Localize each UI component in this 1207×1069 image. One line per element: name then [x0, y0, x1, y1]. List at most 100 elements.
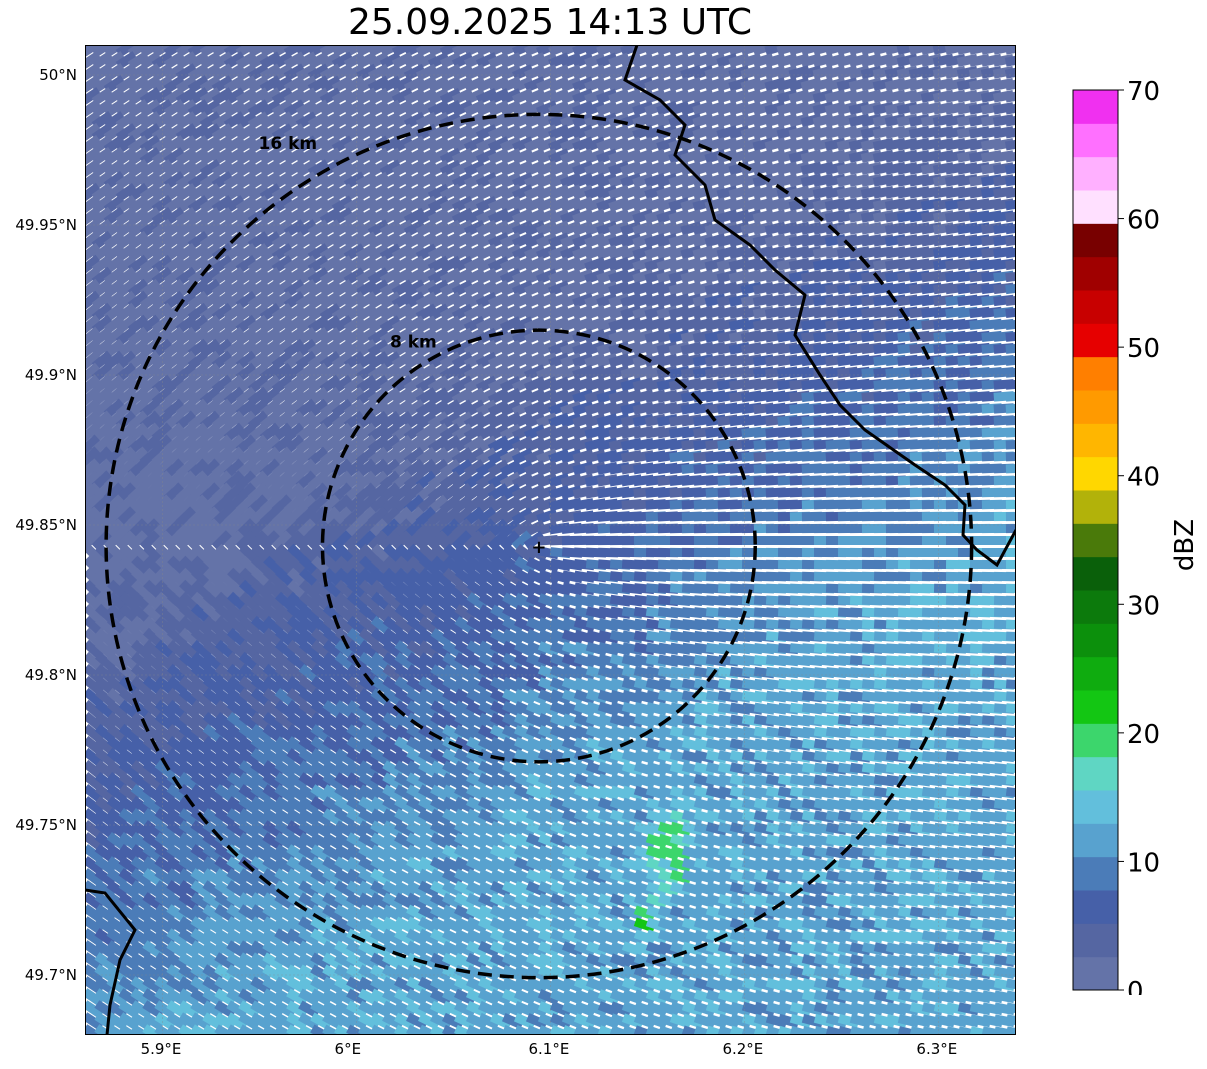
reflectivity-cell [692, 77, 715, 92]
reflectivity-cell [740, 173, 763, 188]
reflectivity-cell [511, 52, 534, 69]
reflectivity-cell [728, 137, 751, 152]
reflectivity-cell [548, 208, 570, 225]
reflectivity-cell [740, 101, 763, 116]
reflectivity-cell [740, 209, 763, 224]
reflectivity-cell [572, 124, 594, 141]
reflectivity-cell [596, 220, 619, 236]
reflectivity-cell [511, 208, 534, 225]
reflectivity-cell [608, 184, 631, 200]
reflectivity-cell [523, 232, 546, 249]
reflectivity-cell [704, 113, 727, 128]
reflectivity-cell [620, 172, 643, 188]
reflectivity-cell [560, 148, 582, 165]
reflectivity-cell [800, 101, 823, 116]
reflectivity-cell [752, 197, 775, 212]
reflectivity-cell [716, 45, 739, 56]
reflectivity-cell [596, 172, 619, 188]
reflectivity-cell [487, 88, 510, 105]
reflectivity-cell [704, 173, 727, 188]
reflectivity-cell [812, 113, 835, 128]
reflectivity-cell [1005, 643, 1016, 654]
reflectivity-cell [572, 100, 594, 117]
reflectivity-cell [692, 173, 715, 188]
reflectivity-cell [668, 52, 691, 68]
reflectivity-cell [511, 160, 534, 177]
reflectivity-cell [692, 64, 715, 80]
reflectivity-cell [548, 136, 570, 153]
reflectivity-cell [584, 88, 606, 105]
reflectivity-cell [752, 45, 775, 56]
reflectivity-cell [632, 52, 655, 68]
reflectivity-cell [728, 209, 751, 224]
reflectivity-cell [740, 125, 763, 140]
reflectivity-cell [656, 45, 679, 56]
reflectivity-cell [680, 52, 703, 68]
reflectivity-cell [716, 137, 739, 152]
reflectivity-cell [740, 149, 763, 164]
reflectivity-cell [560, 184, 582, 201]
reflectivity-cell [523, 184, 546, 201]
reflectivity-cell [524, 76, 546, 93]
reflectivity-cell [584, 52, 606, 69]
reflectivity-cell [572, 88, 594, 105]
reflectivity-cell [1005, 403, 1016, 414]
reflectivity-cell [511, 124, 534, 141]
reflectivity-cell [644, 76, 667, 92]
reflectivity-cell [860, 65, 883, 80]
reflectivity-cell [812, 65, 835, 80]
reflectivity-cell [499, 100, 522, 117]
reflectivity-cell [1005, 607, 1016, 618]
reflectivity-cell [716, 101, 739, 116]
reflectivity-cell [680, 221, 703, 236]
reflectivity-cell [764, 149, 787, 164]
reflectivity-cell [740, 77, 763, 92]
reflectivity-cell [572, 76, 594, 93]
reflectivity-cell [812, 137, 835, 152]
reflectivity-cell [608, 136, 631, 152]
reflectivity-cell [560, 88, 582, 105]
reflectivity-cell [752, 161, 775, 176]
reflectivity-cell [764, 197, 787, 212]
reflectivity-cell [800, 125, 823, 140]
reflectivity-cell [680, 209, 703, 224]
reflectivity-cell [680, 185, 703, 200]
reflectivity-cell [548, 88, 570, 105]
reflectivity-cell [596, 148, 619, 164]
reflectivity-cell [511, 76, 534, 93]
reflectivity-cell [487, 64, 510, 81]
reflectivity-cell [548, 172, 570, 189]
reflectivity-cell [800, 89, 823, 104]
reflectivity-cell [740, 45, 763, 56]
reflectivity-cell [656, 197, 679, 212]
reflectivity-cell [800, 77, 823, 92]
reflectivity-cell [572, 136, 594, 153]
reflectivity-cell [584, 100, 606, 117]
reflectivity-cell [752, 101, 775, 116]
reflectivity-cell [788, 89, 811, 104]
reflectivity-cell [644, 160, 667, 176]
reflectivity-cell [656, 160, 679, 176]
reflectivity-cell [632, 45, 655, 56]
reflectivity-cell [1005, 451, 1016, 462]
reflectivity-cell [560, 172, 582, 189]
reflectivity-cell [764, 89, 787, 104]
reflectivity-cell [511, 184, 534, 201]
reflectivity-cell [716, 65, 739, 80]
reflectivity-cell [499, 160, 522, 177]
reflectivity-cell [572, 112, 594, 129]
reflectivity-cell [1005, 691, 1016, 702]
reflectivity-cell [584, 196, 607, 212]
reflectivity-cell [644, 64, 667, 80]
reflectivity-cell [499, 88, 522, 105]
reflectivity-cell [716, 185, 739, 200]
reflectivity-cell [85, 182, 102, 202]
reflectivity-cell [716, 125, 739, 140]
reflectivity-cell [800, 65, 823, 80]
reflectivity-cell [824, 113, 847, 128]
reflectivity-cell [1005, 439, 1016, 450]
reflectivity-cell [608, 100, 631, 116]
reflectivity-cell [644, 124, 667, 140]
reflectivity-cell [632, 208, 655, 224]
